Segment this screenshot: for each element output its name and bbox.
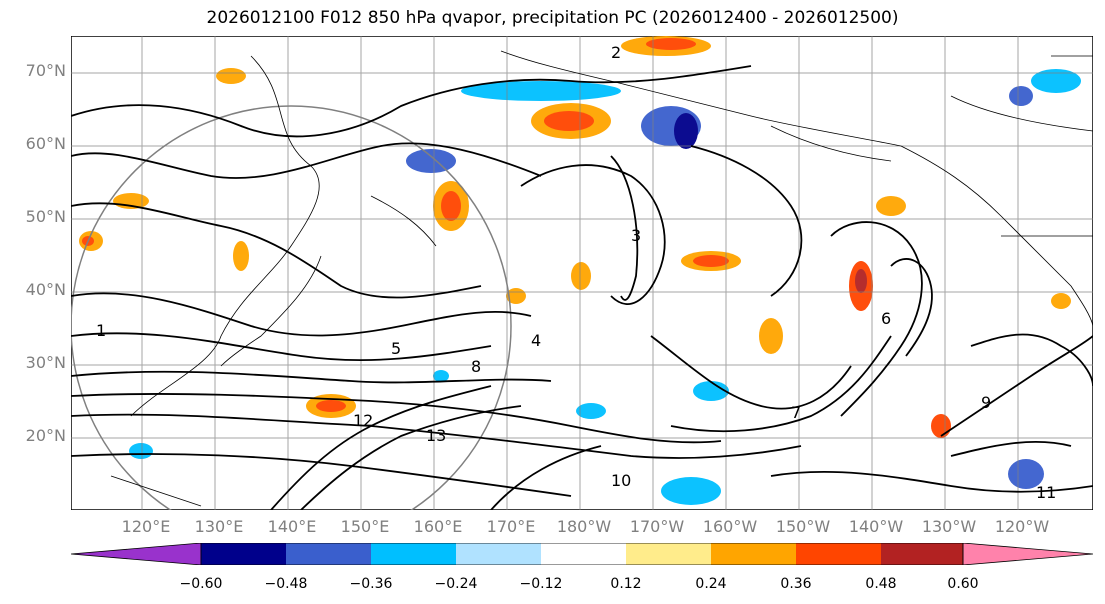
contour-label: 2 xyxy=(611,43,621,62)
lon-label-160e: 160°E xyxy=(413,517,463,536)
colorbar xyxy=(71,543,1093,565)
colorbar-bin xyxy=(456,543,541,565)
colorbar-tick: −0.24 xyxy=(434,576,478,592)
colorbar-tick: 0.60 xyxy=(947,576,979,592)
colorbar-bin xyxy=(541,543,626,565)
contour-label: 13 xyxy=(426,426,446,445)
contour-label: 5 xyxy=(391,339,401,358)
contour-label: 9 xyxy=(981,393,991,412)
lat-label-20n: 20°N xyxy=(25,426,66,445)
lat-label-60n: 60°N xyxy=(25,134,66,153)
colorbar-tick: −0.36 xyxy=(349,576,393,592)
lat-label-30n: 30°N xyxy=(25,353,66,372)
contour-label: 8 xyxy=(471,357,481,376)
lon-label-130w: 130°W xyxy=(921,517,977,536)
colorbar-bin xyxy=(711,543,796,565)
lon-label-120e: 120°E xyxy=(121,517,171,536)
colorbar-bin xyxy=(626,543,711,565)
lon-label-140w: 140°W xyxy=(848,517,904,536)
lat-label-70n: 70°N xyxy=(25,61,66,80)
map-title: 2026012100 F012 850 hPa qvapor, precipit… xyxy=(206,8,899,28)
lon-label-130e: 130°E xyxy=(194,517,244,536)
colorbar-left-extend xyxy=(71,543,202,565)
lon-label-150e: 150°E xyxy=(340,517,390,536)
lon-label-140e: 140°E xyxy=(267,517,317,536)
contour-labels: 1 2 3 4 5 6 7 8 9 10 11 12 13 xyxy=(96,43,1056,502)
contour-label: 4 xyxy=(531,331,541,350)
contour-label: 11 xyxy=(1036,483,1056,502)
contour-label: 7 xyxy=(791,403,801,422)
lat-label-40n: 40°N xyxy=(25,280,66,299)
colorbar-tick: 0.36 xyxy=(780,576,812,592)
colorbar-bin xyxy=(371,543,456,565)
colorbar-tick: 0.24 xyxy=(695,576,727,592)
qvapor-contours xyxy=(71,65,1093,510)
range-ring xyxy=(71,105,512,510)
colorbar-tick: −0.48 xyxy=(264,576,308,592)
coastlines xyxy=(110,50,1093,507)
lon-label-150w: 150°W xyxy=(775,517,831,536)
contour-label: 10 xyxy=(611,471,631,490)
colorbar-tick: −0.12 xyxy=(519,576,563,592)
lon-label-120w: 120°W xyxy=(994,517,1050,536)
colorbar-bin xyxy=(881,543,963,565)
map-panel: 1 2 3 4 5 6 7 8 9 10 11 12 13 xyxy=(71,36,1093,510)
lat-label-50n: 50°N xyxy=(25,207,66,226)
contour-label: 6 xyxy=(881,309,891,328)
colorbar-right-extend xyxy=(962,543,1093,565)
contour-label: 3 xyxy=(631,226,641,245)
lon-label-180w: 180°W xyxy=(556,517,612,536)
graticule xyxy=(71,36,1093,510)
colorbar-bin xyxy=(286,543,371,565)
lon-label-170w: 170°W xyxy=(629,517,685,536)
contour-label: 12 xyxy=(353,411,373,430)
colorbar-tick: 0.48 xyxy=(865,576,897,592)
colorbar-tick: −0.60 xyxy=(179,576,223,592)
lon-label-170e: 170°E xyxy=(486,517,536,536)
lon-label-160w: 160°W xyxy=(702,517,758,536)
colorbar-bin xyxy=(796,543,881,565)
contour-label: 1 xyxy=(96,321,106,340)
colorbar-bin xyxy=(201,543,286,565)
colorbar-tick: 0.12 xyxy=(610,576,642,592)
